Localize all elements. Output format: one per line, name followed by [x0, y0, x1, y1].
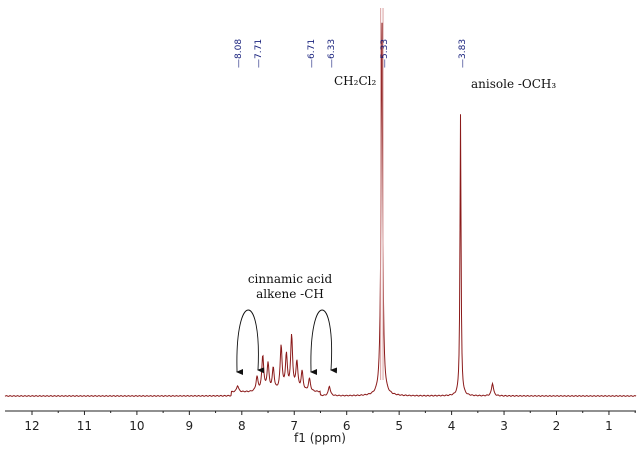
x-axis-title: f1 (ppm): [294, 431, 346, 445]
peak-label: —3.83: [458, 39, 468, 68]
x-tick-label: 5: [395, 419, 403, 433]
x-tick-label: 11: [77, 419, 92, 433]
annotation-cinnamic-line2: alkene -CH: [256, 287, 324, 301]
peak-label: —6.33: [327, 39, 337, 68]
x-tick-label: 2: [553, 419, 561, 433]
x-tick-label: 8: [238, 419, 246, 433]
annotation-anisole-och3: anisole -OCH₃: [471, 77, 556, 91]
arrow-left-pair: [236, 309, 265, 374]
spectrum-trace: [4, 22, 637, 397]
annotation-cinnamic-line1: cinnamic acid: [248, 272, 333, 286]
ch2cl2-peak: [380, 8, 384, 380]
x-tick-label: 10: [129, 419, 144, 433]
peak-label: —5.33: [380, 39, 390, 68]
x-axis: 12 11 10 9 8 7 6 5 4 3 2 1: [5, 410, 636, 433]
peak-label: —8.08: [234, 39, 244, 68]
cinnamic-arrows: [236, 309, 338, 375]
x-tick-label: 9: [186, 419, 194, 433]
x-tick-label: 12: [24, 419, 39, 433]
peak-label: —6.71: [307, 39, 317, 68]
x-tick-label: 7: [290, 419, 298, 433]
peak-labels: —8.08 —7.71 —6.71 —6.33 —5.33 —3.83: [234, 39, 468, 68]
x-tick-label: 1: [605, 419, 613, 433]
annotation-ch2cl2: CH₂Cl₂: [334, 74, 376, 88]
arrow-right-pair: [310, 309, 338, 374]
x-tick-label: 4: [448, 419, 456, 433]
x-tick-label: 6: [343, 419, 351, 433]
peak-label: —7.71: [254, 39, 264, 68]
x-tick-label: 3: [500, 419, 508, 433]
